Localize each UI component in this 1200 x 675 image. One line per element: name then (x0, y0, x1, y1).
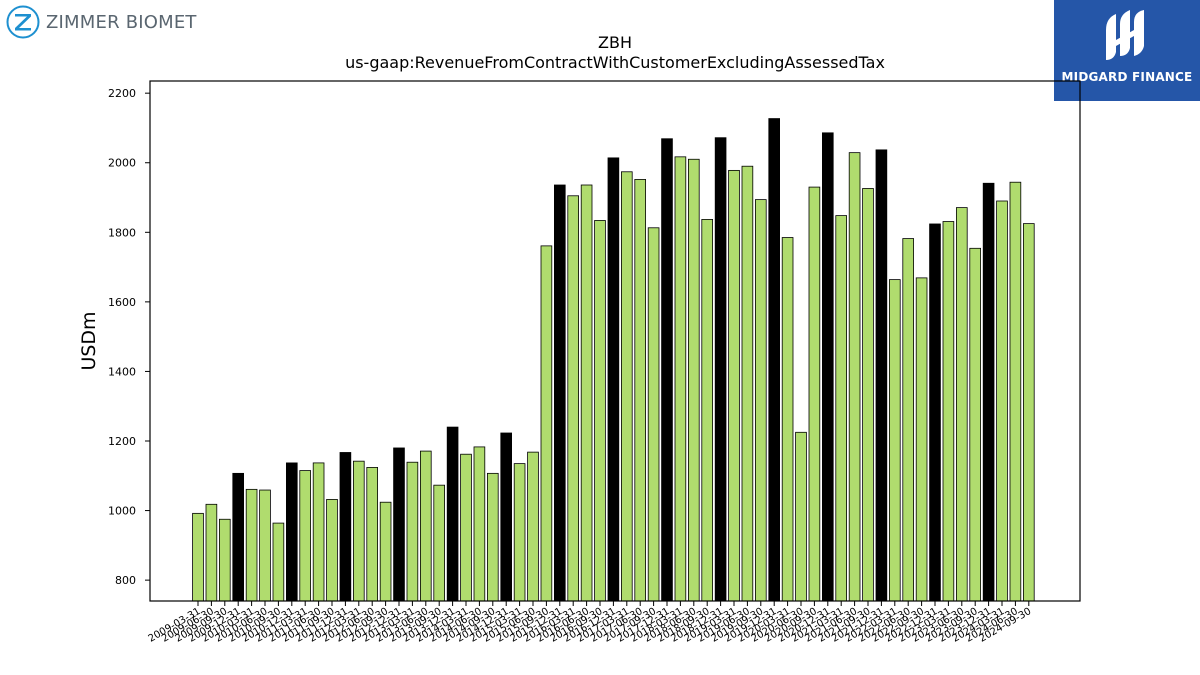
bar-2022-03-31 (889, 279, 901, 602)
bar-2020-12-31 (822, 132, 834, 602)
chart-title: ZBH (598, 33, 632, 52)
bar-2019-12-31 (768, 118, 780, 602)
plot-area-frame (149, 80, 1081, 602)
midgard-finance-logo: MIDGARD FINANCE (1054, 0, 1200, 101)
bar-2023-03-31 (942, 221, 955, 602)
y-tick-label: 1000 (108, 505, 136, 518)
bar-2016-06-30 (580, 184, 593, 602)
bar-2023-12-31 (982, 182, 995, 602)
bar-2009-03-31 (192, 512, 204, 602)
bar-2017-03-31 (621, 171, 633, 602)
y-tick-label: 1400 (108, 365, 136, 378)
bar-2009-06-30 (205, 503, 218, 602)
bar-2010-12-31 (285, 462, 298, 602)
bar-2014-06-30 (473, 446, 486, 602)
bar-2021-03-31 (835, 215, 847, 602)
bar-2018-12-31 (714, 137, 727, 602)
bar-2016-03-31 (567, 195, 579, 602)
bar-series (192, 118, 1035, 602)
bar-2024-06-30 (1009, 181, 1022, 602)
bar-2019-03-31 (728, 169, 740, 602)
bar-2011-12-31 (339, 452, 352, 602)
bar-2014-12-31 (500, 432, 512, 602)
bar-2015-06-30 (527, 451, 539, 602)
bar-2020-06-30 (795, 431, 807, 602)
bar-2013-06-30 (419, 450, 432, 602)
y-tick-label: 2200 (108, 87, 136, 100)
bar-2012-03-31 (352, 460, 365, 602)
bar-2010-03-31 (245, 488, 258, 602)
bar-2019-09-30 (755, 199, 767, 602)
bar-2011-09-30 (326, 499, 338, 602)
bar-2015-12-31 (554, 184, 566, 602)
bar-2013-12-31 (446, 426, 459, 602)
bar-2020-09-30 (808, 186, 821, 602)
bar-2012-06-30 (366, 467, 378, 602)
bar-2020-03-31 (781, 237, 794, 602)
y-tick-label: 1800 (108, 226, 136, 239)
bar-2013-03-31 (406, 461, 419, 602)
bar-2011-06-30 (312, 462, 325, 602)
y-tick-label: 800 (115, 574, 136, 587)
bar-2018-09-30 (701, 219, 713, 602)
bar-2019-06-30 (741, 165, 754, 602)
y-axis-title: USDm (78, 311, 100, 370)
bar-2016-09-30 (594, 220, 606, 602)
zimmer-biomet-z-icon (6, 5, 40, 39)
y-tick-label: 2000 (108, 157, 136, 170)
bar-2022-06-30 (902, 238, 914, 602)
x-axis-ticks: 2009-03-312009-06-302009-09-302009-12-31… (147, 601, 1033, 645)
publisher-logo-text: MIDGARD FINANCE (1061, 70, 1193, 84)
bar-2024-03-31 (996, 200, 1008, 602)
bar-2012-09-30 (379, 501, 392, 602)
bar-2015-03-31 (513, 463, 526, 602)
y-tick-label: 1600 (108, 296, 136, 309)
bar-2023-09-30 (969, 247, 981, 602)
bar-2021-12-31 (875, 149, 888, 602)
y-tick-label: 1200 (108, 435, 136, 448)
bar-2023-06-30 (956, 207, 968, 602)
midgard-m-icon (1106, 10, 1144, 60)
bar-2014-03-31 (460, 453, 472, 602)
bar-2017-09-30 (647, 227, 660, 602)
bar-2009-09-30 (218, 518, 231, 602)
bar-2024-09-30 (1023, 223, 1035, 602)
bar-2009-12-31 (232, 472, 245, 602)
bar-2018-03-31 (674, 156, 687, 602)
bar-2012-12-31 (393, 447, 405, 602)
bar-2014-09-30 (486, 472, 499, 602)
bar-2011-03-31 (299, 470, 311, 602)
bar-2016-12-31 (607, 157, 620, 602)
bar-2021-06-30 (848, 152, 861, 602)
bar-2022-12-31 (929, 223, 941, 602)
chart-subtitle: us-gaap:RevenueFromContractWithCustomerE… (345, 53, 885, 72)
company-logo-text: ZIMMER BIOMET (46, 11, 197, 33)
y-axis-ticks: 800 1000 1200 1400 1600 1800 2000 2200 (108, 87, 150, 587)
bar-2017-12-31 (661, 138, 673, 602)
bar-2015-09-30 (540, 245, 553, 602)
zimmer-biomet-logo: ZIMMER BIOMET (6, 5, 197, 39)
bar-2013-09-30 (433, 484, 445, 602)
bar-2010-09-30 (272, 522, 285, 602)
bar-2018-06-30 (688, 158, 700, 602)
bar-2021-09-30 (862, 188, 874, 602)
bar-2010-06-30 (259, 489, 271, 602)
bar-2017-06-30 (634, 179, 646, 602)
bar-2022-09-30 (915, 277, 928, 602)
